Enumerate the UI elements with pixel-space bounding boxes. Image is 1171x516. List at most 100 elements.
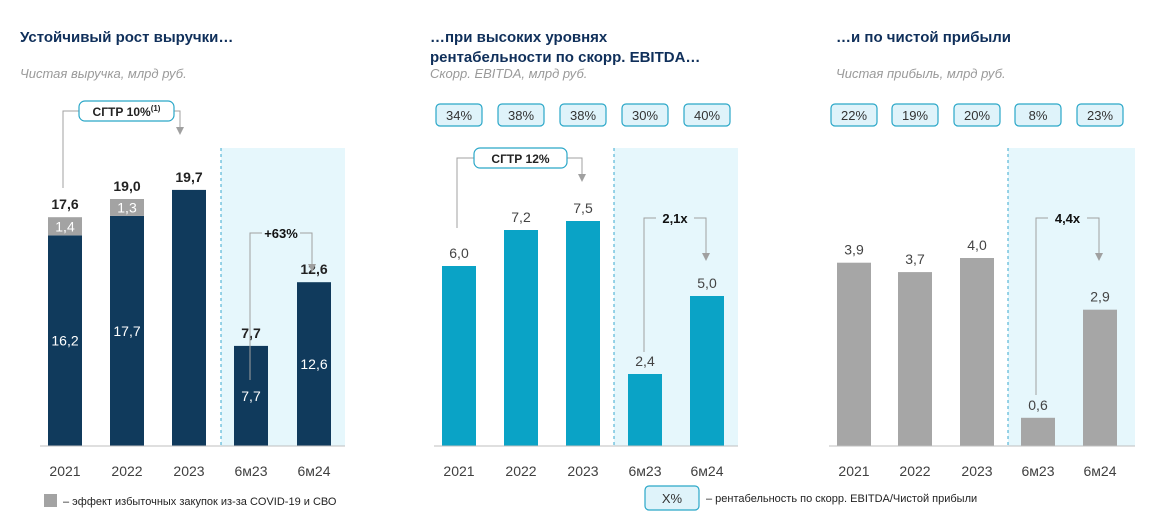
chart-subtitle: Скорр. EBITDA, млрд руб. <box>430 66 587 81</box>
value-label: 4,0 <box>967 237 987 253</box>
margin-pill-label: 8% <box>1029 108 1048 123</box>
bar-6м24 <box>1083 309 1117 446</box>
covid-label: 1,3 <box>117 199 137 215</box>
bar-2023 <box>566 221 600 446</box>
growth-bracket-left <box>249 232 262 380</box>
cagr-label: СГТР 10%(1) <box>93 104 161 119</box>
margin-pill-label: 34% <box>446 108 472 123</box>
x-tick-label: 6м24 <box>1084 463 1117 479</box>
x-tick-label: 2021 <box>838 463 869 479</box>
x-tick-label: 2022 <box>111 463 142 479</box>
chart-title: Устойчивый рост выручки… <box>20 29 233 46</box>
value-label: 7,2 <box>511 209 531 225</box>
margin-pill <box>621 103 669 127</box>
x-tick-label: 2021 <box>49 463 80 479</box>
cagr-box <box>78 100 175 122</box>
x-tick-label: 6м23 <box>235 463 268 479</box>
value-label: 2,4 <box>635 353 655 369</box>
value-label: 2,9 <box>1090 289 1110 305</box>
growth-label: 2,1x <box>662 211 688 226</box>
legend-margin-text: – рентабельность по скорр. EBITDA/Чистой… <box>706 493 977 505</box>
bar-6м24 <box>690 296 724 446</box>
margin-pill-label: 19% <box>902 108 928 123</box>
bar-2022 <box>898 272 932 446</box>
margin-pill <box>1014 103 1062 127</box>
legend-margin-box <box>644 485 700 511</box>
value-label: 3,9 <box>844 242 864 258</box>
chart-panel-2: …при высоких уровнях рентабельности по ск… <box>430 29 738 479</box>
value-label: 5,0 <box>697 275 717 291</box>
growth-label: +63% <box>264 226 298 241</box>
chart-title: …и по чистой прибыли <box>836 29 1011 46</box>
legend-covid-text: – эффект избыточных закупок из-за COVID-… <box>63 496 337 508</box>
bar-2023 <box>960 258 994 446</box>
growth-bracket-left <box>1035 217 1048 395</box>
bar-2021 <box>48 235 82 446</box>
margin-pill <box>683 103 731 127</box>
chart-subtitle: Чистая выручка, млрд руб. <box>20 66 187 81</box>
x-tick-label: 6м24 <box>298 463 331 479</box>
x-tick-label: 6м23 <box>629 463 662 479</box>
margin-pill <box>830 103 878 127</box>
growth-bracket-arrow <box>694 217 710 261</box>
value-label: 17,6 <box>51 196 78 212</box>
x-tick-label: 2023 <box>567 463 598 479</box>
chart-title: …при высоких уровнях <box>430 29 608 46</box>
inner-label: 16,2 <box>51 333 78 349</box>
margin-pill <box>497 103 545 127</box>
x-tick-label: 2022 <box>505 463 536 479</box>
legend-margin-box-label: X% <box>662 491 683 506</box>
bar-2022 <box>110 215 144 446</box>
chart-title: рентабельности по скорр. EBITDA… <box>430 49 700 66</box>
cagr-bracket-arrow <box>567 157 586 182</box>
margin-pill-label: 38% <box>570 108 596 123</box>
cagr-bracket-left <box>456 157 474 228</box>
margin-pill <box>559 103 607 127</box>
value-label: 7,7 <box>241 325 261 341</box>
bar-2021 <box>442 266 476 446</box>
growth-label: 4,4x <box>1055 211 1081 226</box>
margin-pill-label: 30% <box>632 108 658 123</box>
cagr-bracket-left <box>62 110 79 188</box>
chart-panel-3: …и по чистой прибыли Чистая прибыль, млрд… <box>829 29 1135 479</box>
growth-bracket-arrow <box>1087 217 1103 261</box>
inner-label: 17,7 <box>113 323 140 339</box>
cagr-box <box>473 147 568 169</box>
x-tick-label: 6м24 <box>691 463 724 479</box>
margin-pill-label: 38% <box>508 108 534 123</box>
cagr-label: СГТР 12% <box>491 152 549 166</box>
chart-panel-1: Устойчивый рост выручки… Чистая выручка, … <box>20 29 345 479</box>
legend-covid: – эффект избыточных закупок из-за COVID-… <box>44 494 337 508</box>
bar-6м23 <box>628 374 662 446</box>
bar-covid-2021 <box>48 217 82 236</box>
bar-6м23 <box>234 345 268 446</box>
bar-6м24 <box>297 282 331 446</box>
x-tick-label: 6м23 <box>1022 463 1055 479</box>
inner-label: 7,7 <box>241 388 261 404</box>
x-tick-label: 2021 <box>443 463 474 479</box>
margin-pill <box>1076 103 1124 127</box>
value-label: 0,6 <box>1028 397 1048 413</box>
bar-covid-2022 <box>110 199 144 216</box>
value-label: 12,6 <box>300 261 327 277</box>
x-tick-label: 2022 <box>899 463 930 479</box>
growth-bracket-arrow <box>300 232 316 272</box>
margin-pill <box>953 103 1001 127</box>
legend-covid-swatch <box>44 494 57 507</box>
margin-pill <box>435 103 483 127</box>
chart-subtitle: Чистая прибыль, млрд руб. <box>836 66 1006 81</box>
value-label: 3,7 <box>905 251 925 267</box>
growth-bracket-left <box>643 217 656 352</box>
margin-pill-label: 20% <box>964 108 990 123</box>
value-label: 7,5 <box>573 200 593 216</box>
margin-pill-label: 40% <box>694 108 720 123</box>
inner-label: 12,6 <box>300 356 327 372</box>
margin-pill-label: 23% <box>1087 108 1113 123</box>
margin-pill <box>891 103 939 127</box>
x-tick-label: 2023 <box>961 463 992 479</box>
bar-2022 <box>504 230 538 446</box>
bar-2023 <box>172 189 206 446</box>
bar-6м23 <box>1021 417 1055 446</box>
value-label: 19,7 <box>175 169 202 185</box>
